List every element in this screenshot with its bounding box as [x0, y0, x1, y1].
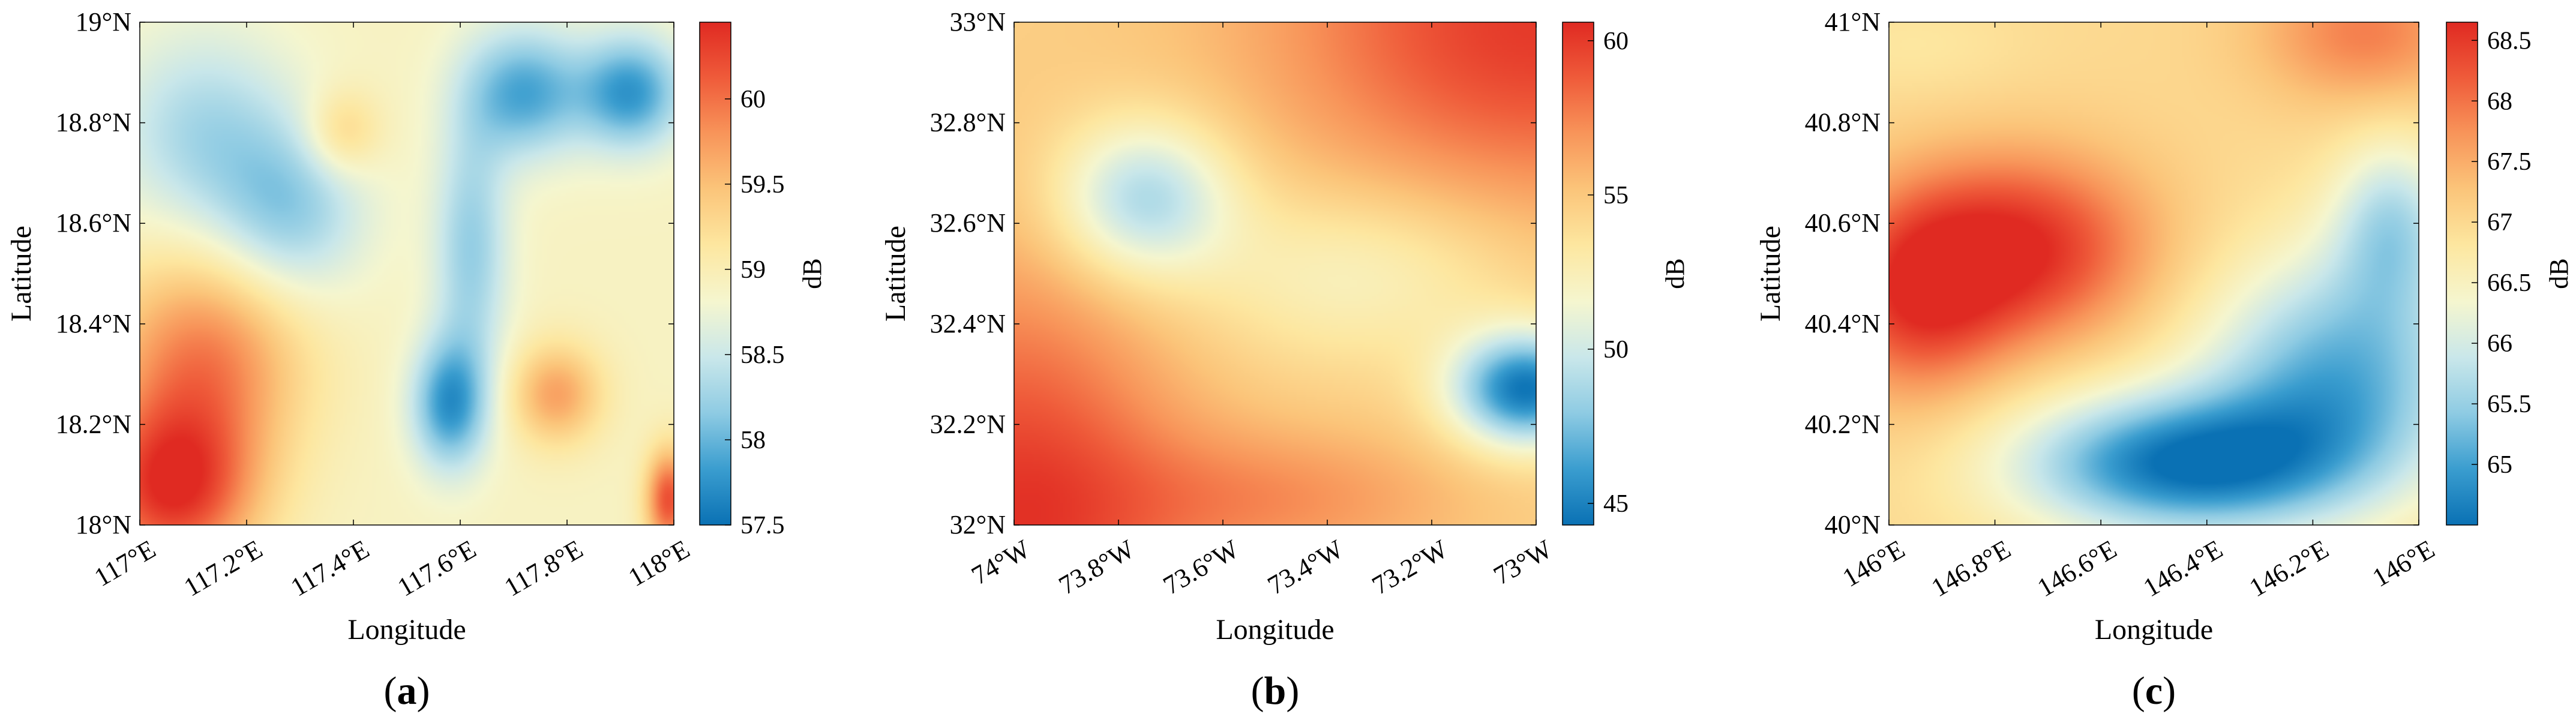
y-tick-label: 40.6°N: [1805, 208, 1881, 238]
y-tick-label: 18.2°N: [56, 409, 131, 439]
x-tick-label: 73.8°W: [1054, 534, 1139, 601]
y-tick-label: 18.8°N: [56, 108, 131, 137]
x-tick-label: 118°E: [623, 534, 695, 592]
colorbar-tick-label: 58.5: [740, 341, 785, 369]
panel-a: 117°E 117.2°E 117.4°E 117.6°E 117.8°E 118°E 18…: [5, 7, 827, 713]
x-tick-label: 117.2°E: [179, 534, 267, 602]
colorbar-tick-label: 59.5: [740, 171, 785, 199]
colorbar-label: dB: [1660, 258, 1690, 289]
plot-frame: [139, 22, 674, 526]
x-tick-label: 146°E: [1837, 534, 1909, 593]
y-tick-label: 40°N: [1825, 510, 1881, 539]
colorbar-tick-label: 66: [2487, 330, 2512, 358]
colorbar-tick-label: 45: [1603, 490, 1629, 518]
y-tick-label: 18.4°N: [56, 309, 131, 338]
colorbar-tick-label: 65.5: [2487, 391, 2532, 418]
x-tick-label: 73.6°W: [1158, 534, 1244, 601]
y-tick-label: 32.6°N: [930, 208, 1006, 238]
plot-frame: [1888, 22, 2419, 526]
colorbar-tick-label: 57.5: [740, 512, 785, 539]
colorbar-tick-label: 68: [2487, 88, 2512, 115]
x-axis-label: Longitude: [347, 614, 466, 646]
x-tick-label: 117.4°E: [286, 534, 374, 602]
colorbar-tick-label: 50: [1603, 336, 1629, 364]
colorbar-tick-label: 59: [740, 256, 766, 284]
colorbar-tick-label: 55: [1603, 182, 1629, 209]
y-tick-label: 41°N: [1825, 7, 1881, 37]
x-tick-label: 73.4°W: [1262, 534, 1348, 601]
y-tick-label: 32.4°N: [930, 309, 1006, 338]
colorbar-label: dB: [2544, 258, 2574, 289]
y-tick-label: 32°N: [950, 510, 1006, 539]
panel-b: 74°W 73.8°W 73.6°W 73.4°W 73.2°W 73°W 32°N 32.2…: [880, 7, 1690, 713]
colorbar-label: dB: [797, 258, 827, 289]
y-tick-label: 18°N: [76, 510, 131, 539]
x-axis-label: Longitude: [2095, 614, 2213, 646]
colorbar: [699, 22, 731, 526]
colorbar-tick-label: 67: [2487, 209, 2512, 236]
colorbar-tick-label: 60: [740, 86, 766, 113]
colorbar: [2446, 22, 2478, 526]
x-tick-label: 73°W: [1489, 534, 1557, 590]
x-tick-label: 146.2°E: [2244, 534, 2334, 602]
plot-frame: [1013, 22, 1537, 526]
x-tick-label: 74°W: [967, 534, 1035, 590]
y-axis-label: Latitude: [1755, 226, 1786, 322]
x-tick-label: 146.8°E: [1926, 534, 2016, 602]
y-tick-label: 40.4°N: [1805, 309, 1881, 338]
panel-label: (c): [2132, 669, 2176, 713]
heatmap-surface: [1889, 22, 2419, 525]
y-tick-label: 32.2°N: [930, 409, 1006, 439]
x-tick-label: 117.6°E: [392, 534, 481, 602]
colorbar-tick-label: 58: [740, 427, 766, 454]
colorbar-tick-label: 68.5: [2487, 27, 2532, 55]
x-tick-label: 117°E: [89, 534, 161, 592]
colorbar-tick-label: 67.5: [2487, 148, 2532, 176]
panel-label: (b): [1251, 669, 1300, 713]
colorbar-tick-label: 66.5: [2487, 269, 2532, 297]
x-axis-label: Longitude: [1216, 614, 1334, 646]
x-tick-label: 146°E: [2367, 534, 2439, 593]
y-tick-label: 33°N: [950, 7, 1006, 37]
panel-label: (a): [384, 669, 430, 713]
x-tick-label: 146.6°E: [2032, 534, 2122, 602]
colorbar: [1562, 22, 1594, 526]
colorbar-tick-label: 65: [2487, 451, 2512, 479]
y-axis-label: Latitude: [880, 226, 911, 322]
colorbar-tick-label: 60: [1603, 28, 1629, 55]
y-tick-label: 19°N: [76, 7, 131, 37]
heatmap-surface: [140, 22, 674, 525]
y-tick-label: 40.8°N: [1805, 108, 1881, 137]
x-tick-label: 73.2°W: [1367, 534, 1453, 601]
y-axis-label: Latitude: [5, 226, 37, 322]
y-tick-label: 40.2°N: [1805, 409, 1881, 439]
x-tick-label: 146.4°E: [2139, 534, 2228, 602]
x-tick-label: 117.8°E: [499, 534, 587, 602]
panel-c: 146°E 146.8°E 146.6°E 146.4°E 146.2°E 146°E40…: [1755, 7, 2574, 713]
heatmap-surface: [1014, 22, 1536, 525]
y-tick-label: 32.8°N: [930, 108, 1006, 137]
y-tick-label: 18.6°N: [56, 208, 131, 238]
